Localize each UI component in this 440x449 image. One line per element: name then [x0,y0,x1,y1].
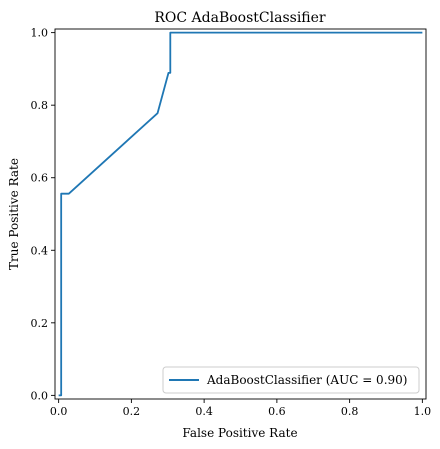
y-tick-label: 0.4 [31,244,49,257]
x-axis-label: False Positive Rate [182,426,297,440]
series-layer [58,31,423,397]
x-tick-label: 0.2 [123,405,141,418]
x-tick-label: 0.8 [341,405,359,418]
plot-area [55,29,426,399]
plot-frame [54,28,427,400]
legend-box [162,366,420,394]
x-axis-ticks: 0.0 0.2 0.4 0.6 0.8 1.0 [50,399,431,418]
y-tick-label: 0.2 [31,317,49,330]
y-axis-label: True Positive Rate [7,158,21,270]
y-tick-label: 1.0 [31,27,49,40]
y-tick-label: 0.6 [31,172,49,185]
x-tick-label: 0.0 [50,405,68,418]
legend: AdaBoostClassifier (AUC = 0.90) [162,366,420,394]
y-axis-ticks: 0.0 0.2 0.4 0.6 0.8 1.0 [31,27,55,402]
y-tick-label: 0.8 [31,99,49,112]
x-tick-label: 0.4 [195,405,213,418]
legend-label: AdaBoostClassifier (AUC = 0.90) [206,373,407,387]
chart-title: ROC AdaBoostClassifier [154,10,326,26]
x-tick-label: 1.0 [414,405,432,418]
roc-curve-line [58,31,423,397]
x-tick-label: 0.6 [268,405,286,418]
y-tick-label: 0.0 [31,389,49,402]
